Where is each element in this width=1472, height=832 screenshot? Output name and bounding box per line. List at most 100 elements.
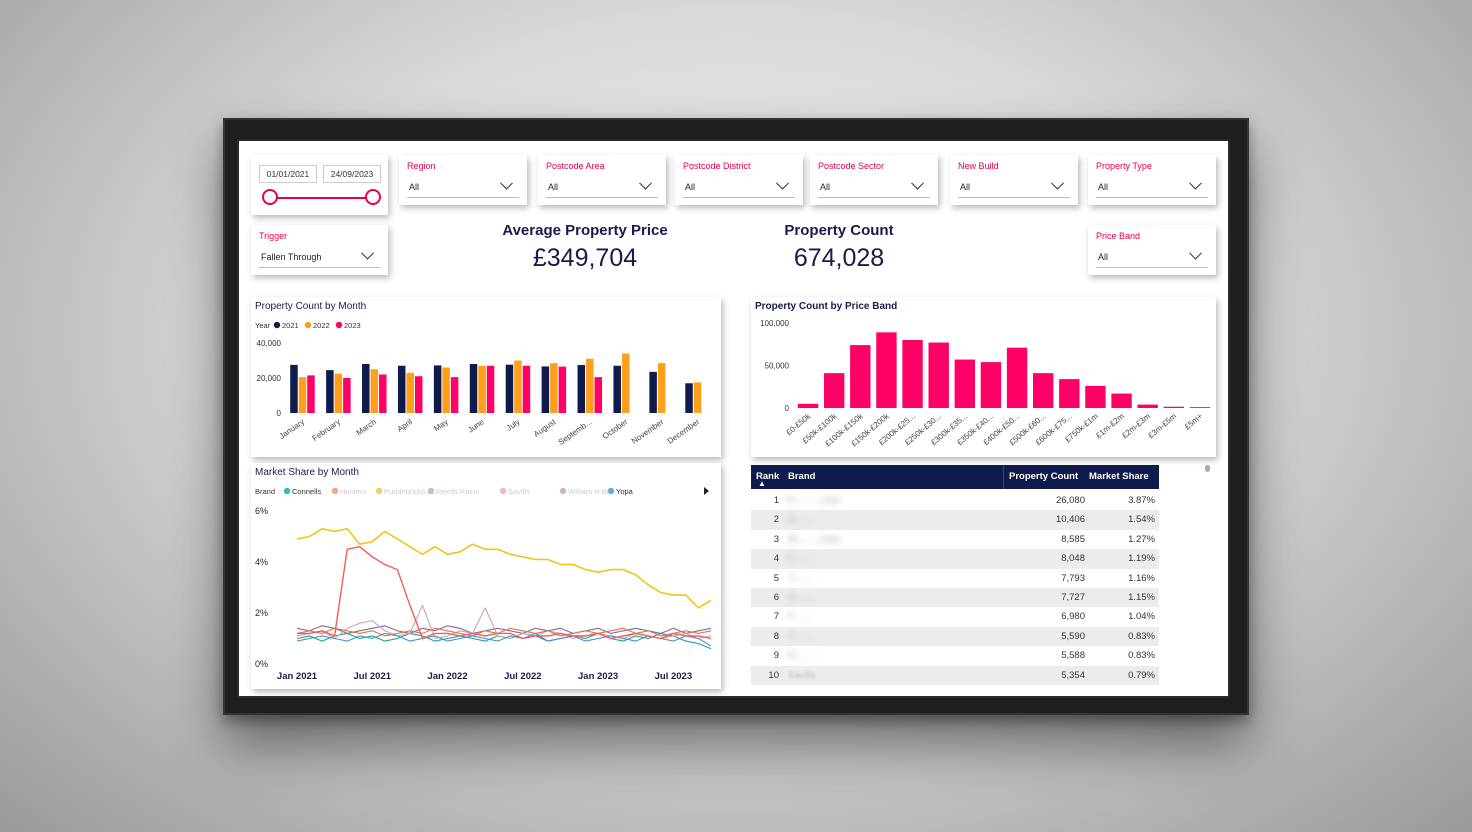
dropdown-value: All xyxy=(820,182,831,192)
brand-cell: Y........ xyxy=(788,630,815,642)
y-tick-label: 40,000 xyxy=(257,339,282,348)
table-row[interactable]: 1 P...........com 26,080 3.87% xyxy=(751,491,1159,510)
bar xyxy=(1085,385,1106,408)
end-date-input[interactable]: 24/09/2023 xyxy=(323,165,381,183)
table-scrollbar[interactable] xyxy=(1205,465,1210,472)
bar xyxy=(657,363,666,413)
slicer-postcode-district[interactable]: Postcode District All xyxy=(675,155,803,205)
bar xyxy=(1189,407,1211,408)
column-header-property-count[interactable]: Property Count xyxy=(1009,471,1079,482)
bar xyxy=(343,378,351,413)
table-row[interactable]: 9 R........ 5,588 0.83% xyxy=(751,646,1159,665)
trigger-slicer[interactable]: Trigger Fallen Through xyxy=(251,225,388,275)
y-tick-label: 50,000 xyxy=(765,362,790,371)
start-date-input[interactable]: 01/01/2021 xyxy=(259,165,317,183)
x-tick-label: February xyxy=(311,417,342,443)
column-header-market-share[interactable]: Market Share xyxy=(1089,471,1149,482)
legend-next-arrow-icon xyxy=(704,487,709,495)
table-row[interactable]: 3 W.........rown 8,585 1.27% xyxy=(751,530,1159,549)
bar xyxy=(379,374,387,413)
x-tick-label: Jan 2022 xyxy=(427,671,467,682)
slicer-dropdown[interactable]: All xyxy=(1096,176,1208,198)
bar xyxy=(362,364,370,413)
trigger-dropdown[interactable]: Fallen Through xyxy=(259,246,380,268)
x-tick-label: Jul 2023 xyxy=(655,671,693,682)
slicer-dropdown[interactable]: All xyxy=(958,176,1070,198)
slicer-property-type[interactable]: Property Type All xyxy=(1088,155,1216,205)
y-tick-label: 100,000 xyxy=(760,319,789,328)
table-row[interactable]: 8 Y........ 5,590 0.83% xyxy=(751,626,1159,647)
legend-label: 2021 xyxy=(282,321,299,330)
property-count-cell: 26,080 xyxy=(1055,495,1085,506)
bar xyxy=(1032,373,1054,408)
slicer-new-build[interactable]: New Build All xyxy=(950,155,1078,205)
legend-marker xyxy=(273,321,281,329)
price-band-slicer[interactable]: Price Band All xyxy=(1088,225,1216,275)
date-slider-track[interactable] xyxy=(273,197,373,199)
x-tick-label: November xyxy=(630,417,666,446)
table-row[interactable]: 2 H....... 10,406 1.54% xyxy=(751,510,1159,530)
table-row[interactable]: 4 C........ 8,048 1.19% xyxy=(751,549,1159,569)
bar xyxy=(334,373,343,413)
bar xyxy=(486,365,495,413)
slicer-dropdown[interactable]: All xyxy=(546,176,658,198)
market-share-cell: 3.87% xyxy=(1128,495,1155,506)
date-slider-start-handle[interactable] xyxy=(262,189,278,205)
chevron-down-icon xyxy=(361,246,374,260)
legend-label: Connells xyxy=(292,487,321,496)
bar xyxy=(613,365,621,413)
market-share-cell: 1.54% xyxy=(1128,514,1155,526)
x-tick-label: May xyxy=(432,417,450,433)
x-tick-label: December xyxy=(666,417,702,446)
slicer-dropdown[interactable]: All xyxy=(683,176,795,198)
dropdown-value: All xyxy=(1098,182,1109,192)
price-band-dropdown[interactable]: All xyxy=(1096,246,1208,268)
slicer-dropdown[interactable]: All xyxy=(407,176,519,198)
x-tick-label: June xyxy=(466,417,486,435)
slicer-title: Region xyxy=(407,161,436,171)
legend-marker xyxy=(304,321,312,329)
legend-label: Reeds Rains xyxy=(436,487,479,496)
brand-cell: H....... xyxy=(788,514,814,526)
column-header-brand[interactable]: Brand xyxy=(788,471,816,482)
table-header: Rank ▲ Brand Property Count Market Share xyxy=(751,465,1159,489)
sort-ascending-icon: ▲ xyxy=(758,479,766,488)
bar xyxy=(469,364,478,413)
legend-marker xyxy=(427,487,435,495)
x-tick-label: October xyxy=(601,417,630,441)
market-share-cell: 0.83% xyxy=(1128,650,1155,662)
rank-cell: 5 xyxy=(773,572,779,584)
legend-label: Savills xyxy=(508,487,530,496)
legend-label: 2023 xyxy=(344,321,361,330)
slicer-postcode-sector[interactable]: Postcode Sector All xyxy=(810,155,938,205)
table-row[interactable]: 5 Y........ 7,793 1.16% xyxy=(751,569,1159,588)
brand-cell: R........ xyxy=(788,650,816,662)
bar xyxy=(450,377,459,413)
bar xyxy=(876,332,897,408)
legend-marker xyxy=(335,321,343,329)
date-range-slicer[interactable]: 01/01/2021 24/09/2023 xyxy=(251,155,388,215)
slicer-dropdown[interactable]: All xyxy=(818,176,930,198)
table-row[interactable]: 7 F........ 6,980 1.04% xyxy=(751,607,1159,626)
avg-price-value: £349,704 xyxy=(532,244,638,272)
legend-marker xyxy=(607,487,615,495)
bar xyxy=(290,364,298,413)
y-tick-label: 0 xyxy=(277,409,282,418)
series-line xyxy=(296,632,712,647)
chevron-down-icon xyxy=(500,176,513,190)
slicer-title: Property Type xyxy=(1096,161,1152,171)
bar xyxy=(397,365,406,413)
bar xyxy=(1137,404,1158,408)
column-header-rank[interactable]: Rank xyxy=(756,471,780,482)
y-tick-label: 0 xyxy=(785,404,790,413)
slicer-postcode-area[interactable]: Postcode Area All xyxy=(538,155,666,205)
table-row[interactable]: 10 Savills 5,354 0.79% xyxy=(751,665,1159,685)
date-slider-end-handle[interactable] xyxy=(365,189,381,205)
x-tick-label: Jul 2022 xyxy=(504,671,542,682)
series-line xyxy=(296,627,712,637)
slicer-title: Postcode Area xyxy=(546,161,605,171)
table-row[interactable]: 6 S........ 7,727 1.15% xyxy=(751,588,1159,608)
chart-title: Property Count by Month xyxy=(255,301,367,312)
bar xyxy=(550,363,558,413)
slicer-region[interactable]: Region All xyxy=(399,155,527,205)
